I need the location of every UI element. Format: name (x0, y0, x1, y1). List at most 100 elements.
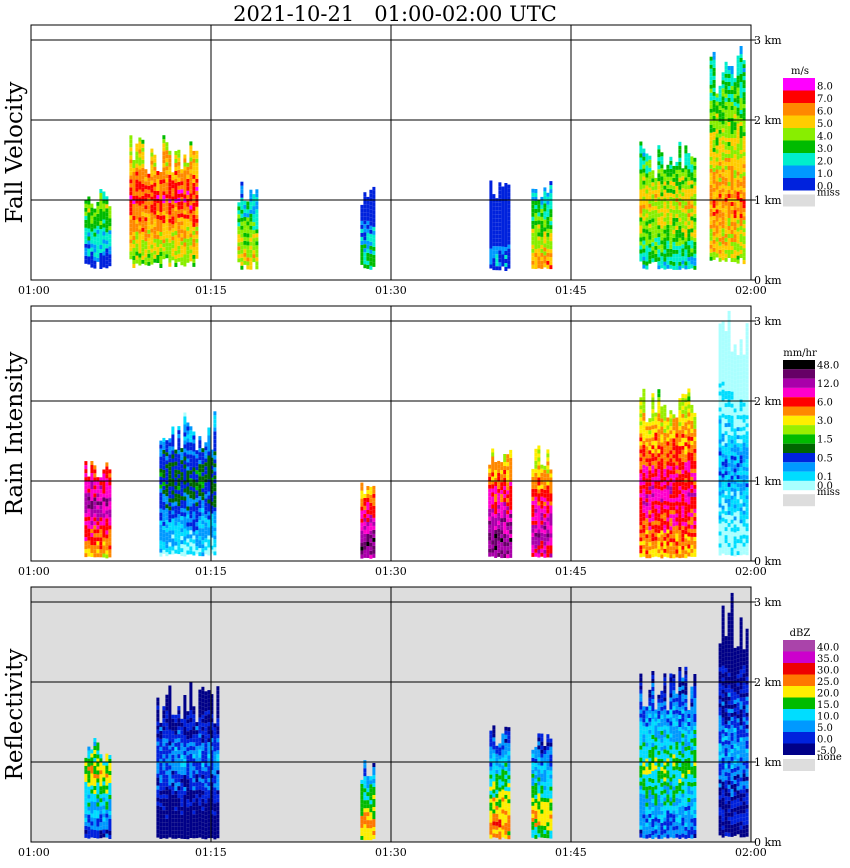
data-cell (141, 219, 145, 224)
data-cell (108, 214, 112, 219)
colorbar-label: 0.1 (817, 472, 833, 483)
data-cell (712, 195, 716, 200)
data-cell (678, 189, 682, 194)
data-cell (675, 169, 679, 174)
data-cell (709, 108, 713, 113)
data-cell (186, 550, 190, 555)
data-cell (733, 178, 737, 183)
data-cell (543, 553, 547, 558)
data-cell (498, 222, 502, 227)
data-cell (108, 485, 112, 490)
data-cell (678, 426, 682, 431)
data-cell (660, 248, 664, 253)
data-cell (159, 232, 163, 236)
data-cell (210, 537, 214, 542)
data-cell (669, 518, 673, 523)
data-cell (189, 450, 193, 455)
data-cell (150, 192, 154, 197)
data-cell (651, 465, 655, 470)
data-cell (186, 538, 190, 543)
data-cell (537, 252, 541, 257)
data-cell (678, 149, 682, 154)
data-cell (718, 157, 722, 162)
data-cell (246, 261, 250, 266)
data-cell (174, 525, 178, 530)
data-cell (201, 472, 205, 477)
data-cell (534, 456, 538, 461)
data-cell (500, 530, 504, 535)
data-cell (171, 204, 175, 209)
data-cell (718, 209, 722, 214)
data-cell (195, 202, 199, 207)
data-cell (93, 489, 97, 494)
data-cell (721, 204, 725, 209)
data-cell (739, 447, 743, 452)
data-cell (712, 111, 716, 116)
data-cell (730, 222, 734, 226)
data-cell (678, 209, 682, 214)
data-cell (171, 438, 175, 443)
data-cell (724, 395, 728, 400)
data-cell (712, 95, 716, 100)
data-cell (372, 497, 376, 502)
data-cell (369, 249, 373, 254)
data-cell (727, 86, 731, 90)
data-cell (165, 440, 169, 445)
data-cell (90, 207, 94, 212)
data-cell (189, 482, 193, 487)
data-cell (669, 188, 673, 193)
data-cell (495, 258, 499, 263)
data-cell (537, 509, 541, 514)
data-cell (90, 549, 94, 553)
data-cell (144, 173, 148, 178)
data-cell (645, 502, 649, 507)
data-cell (135, 243, 139, 248)
data-cell (246, 241, 250, 246)
data-cell (739, 535, 743, 540)
data-cell (684, 506, 688, 511)
data-cell (690, 188, 694, 193)
data-cell (715, 153, 719, 158)
data-cell (663, 193, 667, 198)
data-cell (189, 161, 193, 166)
data-cell (724, 343, 728, 348)
data-cell (177, 193, 181, 198)
data-cell (366, 196, 370, 201)
data-cell (195, 542, 199, 547)
data-cell (174, 231, 178, 235)
data-cell (162, 457, 166, 462)
data-cell (159, 180, 163, 184)
data-cell (102, 195, 106, 200)
data-cell (745, 447, 749, 452)
data-cell (489, 208, 493, 213)
data-cell (639, 181, 643, 186)
data-cell (102, 489, 106, 494)
data-cell (171, 466, 175, 471)
data-cell (660, 160, 664, 165)
data-cell (500, 462, 504, 467)
data-cell (675, 461, 679, 466)
data-cell (672, 498, 676, 503)
data-cell (129, 235, 133, 240)
data-cell (724, 237, 728, 242)
data-cell (642, 520, 646, 525)
data-cell (177, 209, 181, 214)
data-cell (642, 152, 646, 157)
data-cell (693, 229, 697, 234)
data-cell (171, 426, 175, 431)
data-cell (141, 139, 145, 144)
data-cell (171, 526, 175, 531)
data-cell (87, 212, 91, 217)
data-cell (721, 349, 725, 354)
data-cell (721, 148, 725, 153)
data-cell (645, 458, 649, 463)
data-cell (690, 512, 694, 517)
data-cell (174, 187, 178, 191)
data-cell (540, 520, 544, 525)
data-cell (709, 112, 713, 117)
data-cell (189, 217, 193, 222)
data-cell (192, 475, 196, 480)
data-cell (93, 208, 97, 213)
data-cell (684, 261, 688, 266)
data-cell (718, 133, 722, 138)
